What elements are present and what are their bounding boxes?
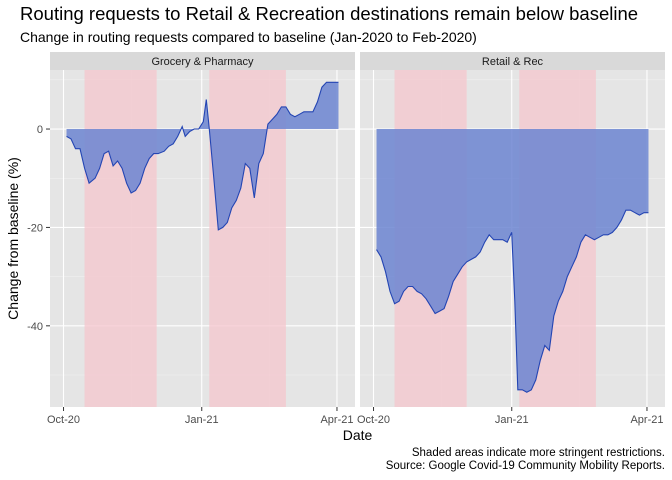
chart-title: Routing requests to Retail & Recreation … [20, 3, 639, 24]
y-tick-label-2: -40 [27, 321, 43, 333]
series-area [66, 82, 339, 230]
series-line [376, 209, 649, 393]
x-axis-title: Date [343, 427, 373, 443]
panel-strip [360, 52, 665, 70]
y-axis-title: Change from baseline (%) [5, 157, 21, 320]
x-tick-label-2: Apr-21 [630, 414, 663, 426]
x-tick-label-0: Oct-20 [357, 414, 390, 426]
series-area [376, 129, 649, 393]
panel-strip-label: Grocery & Pharmacy [151, 56, 254, 68]
caption-line-1: Shaded areas indicate more stringent res… [411, 447, 665, 459]
panel-strip [50, 52, 355, 70]
x-tick-label-1: Jan-21 [495, 414, 529, 426]
caption-line-2: Source: Google Covid-19 Community Mobili… [385, 460, 665, 472]
shaded-period-0 [84, 70, 157, 407]
x-tick-label-0: Oct-20 [47, 414, 80, 426]
series-line [66, 81, 339, 231]
y-tick-label-1: -20 [27, 222, 43, 234]
panel-0: Grocery & Pharmacy Oct-20 Jan-21 Apr-21 [47, 52, 355, 426]
y-tick-label-0: 0 [37, 124, 43, 136]
panel-strip-label: Retail & Rec [482, 56, 544, 68]
panel-1: Retail & Rec Oct-20 Jan-21 Apr-21 [357, 52, 665, 426]
x-tick-label-1: Jan-21 [185, 414, 219, 426]
x-tick-label-2: Apr-21 [320, 414, 353, 426]
chart-subtitle: Change in routing requests compared to b… [20, 29, 477, 45]
